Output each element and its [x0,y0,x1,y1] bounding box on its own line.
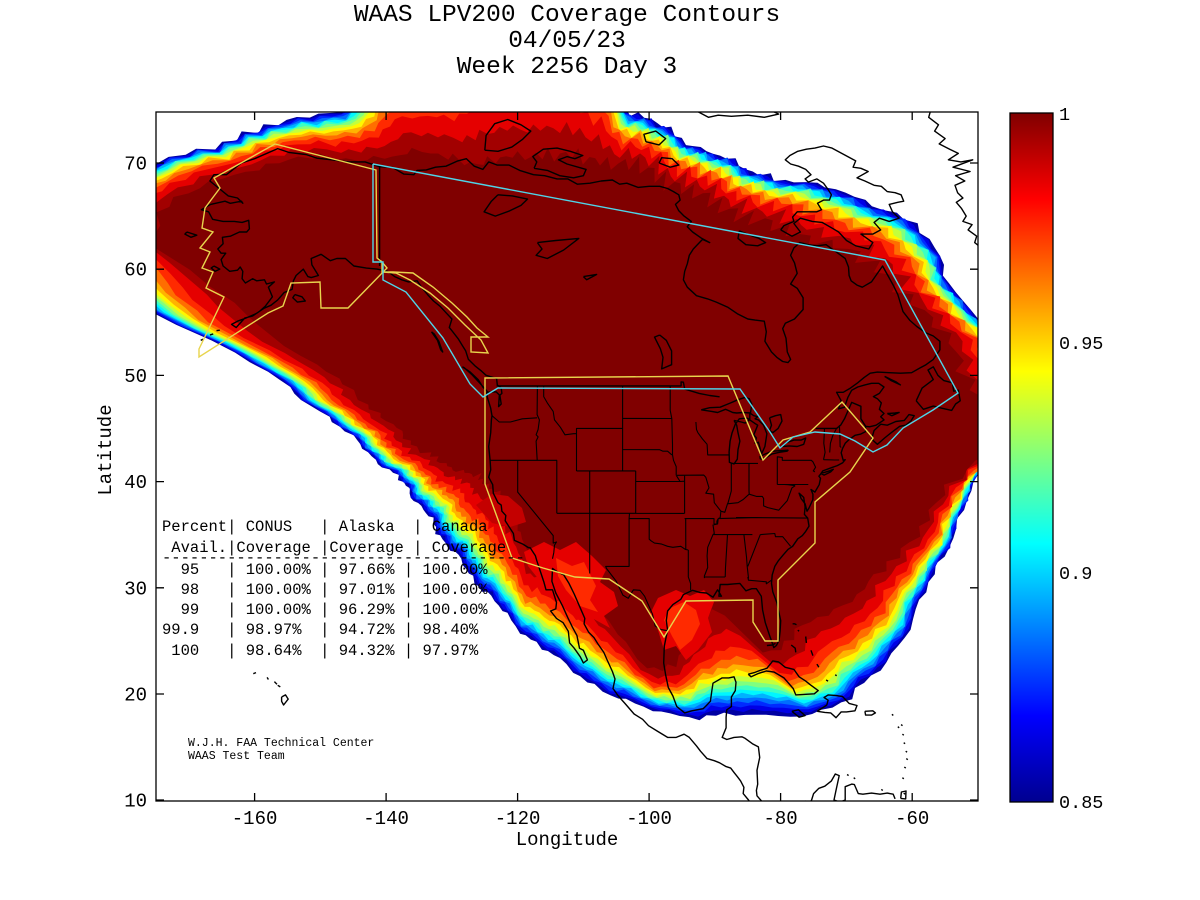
svg-text:10: 10 [124,791,147,813]
svg-text:-120: -120 [495,808,541,830]
svg-text:-140: -140 [363,808,409,830]
svg-text:1: 1 [1059,105,1070,126]
svg-text:100 | 98.64% | 94.32% | 97.: 100 | 98.64% | 94.32% | 97.97% [162,642,479,660]
svg-text:99.9 | 98.97% | 94.72% | 98: 99.9 | 98.97% | 94.72% | 98.40% [162,621,479,639]
svg-text:Week 2256 Day 3: Week 2256 Day 3 [457,54,678,81]
svg-text:-100: -100 [626,808,672,830]
svg-text:Longitude: Longitude [516,829,619,851]
svg-text:WAAS LPV200 Coverage Contours: WAAS LPV200 Coverage Contours [354,2,780,29]
svg-text:0.95: 0.95 [1059,334,1103,355]
svg-text:-80: -80 [763,808,797,830]
svg-text:60: 60 [124,260,147,282]
svg-text:20: 20 [124,685,147,707]
svg-text:WAAS Test Team: WAAS Test Team [188,750,285,763]
svg-text:Percent| CONUS | Alaska | C: Percent| CONUS | Alaska | Canada [162,518,488,536]
svg-text:0.9: 0.9 [1059,564,1092,585]
svg-text:0.85: 0.85 [1059,793,1103,814]
svg-text:40: 40 [124,472,147,494]
svg-text:50: 50 [124,366,147,388]
svg-text:Avail.|Coverage |Coverage | Co: Avail.|Coverage |Coverage | Coverage [162,539,506,557]
svg-text:98 | 100.00% | 97.01% | 100.: 98 | 100.00% | 97.01% | 100.00% [162,581,488,599]
svg-text:70: 70 [124,154,147,176]
svg-text:04/05/23: 04/05/23 [508,28,626,55]
svg-text:95 | 100.00% | 97.66% | 100.: 95 | 100.00% | 97.66% | 100.00% [162,561,488,579]
svg-text:W.J.H. FAA Technical Center: W.J.H. FAA Technical Center [188,737,374,750]
svg-text:30: 30 [124,578,147,600]
svg-text:Latitude: Latitude [95,404,117,495]
svg-text:-160: -160 [232,808,278,830]
svg-text:------------------------------: --------------------------------------- [162,549,525,567]
svg-text:-60: -60 [895,808,929,830]
svg-text:99 | 100.00% | 96.29% | 100.: 99 | 100.00% | 96.29% | 100.00% [162,601,488,619]
